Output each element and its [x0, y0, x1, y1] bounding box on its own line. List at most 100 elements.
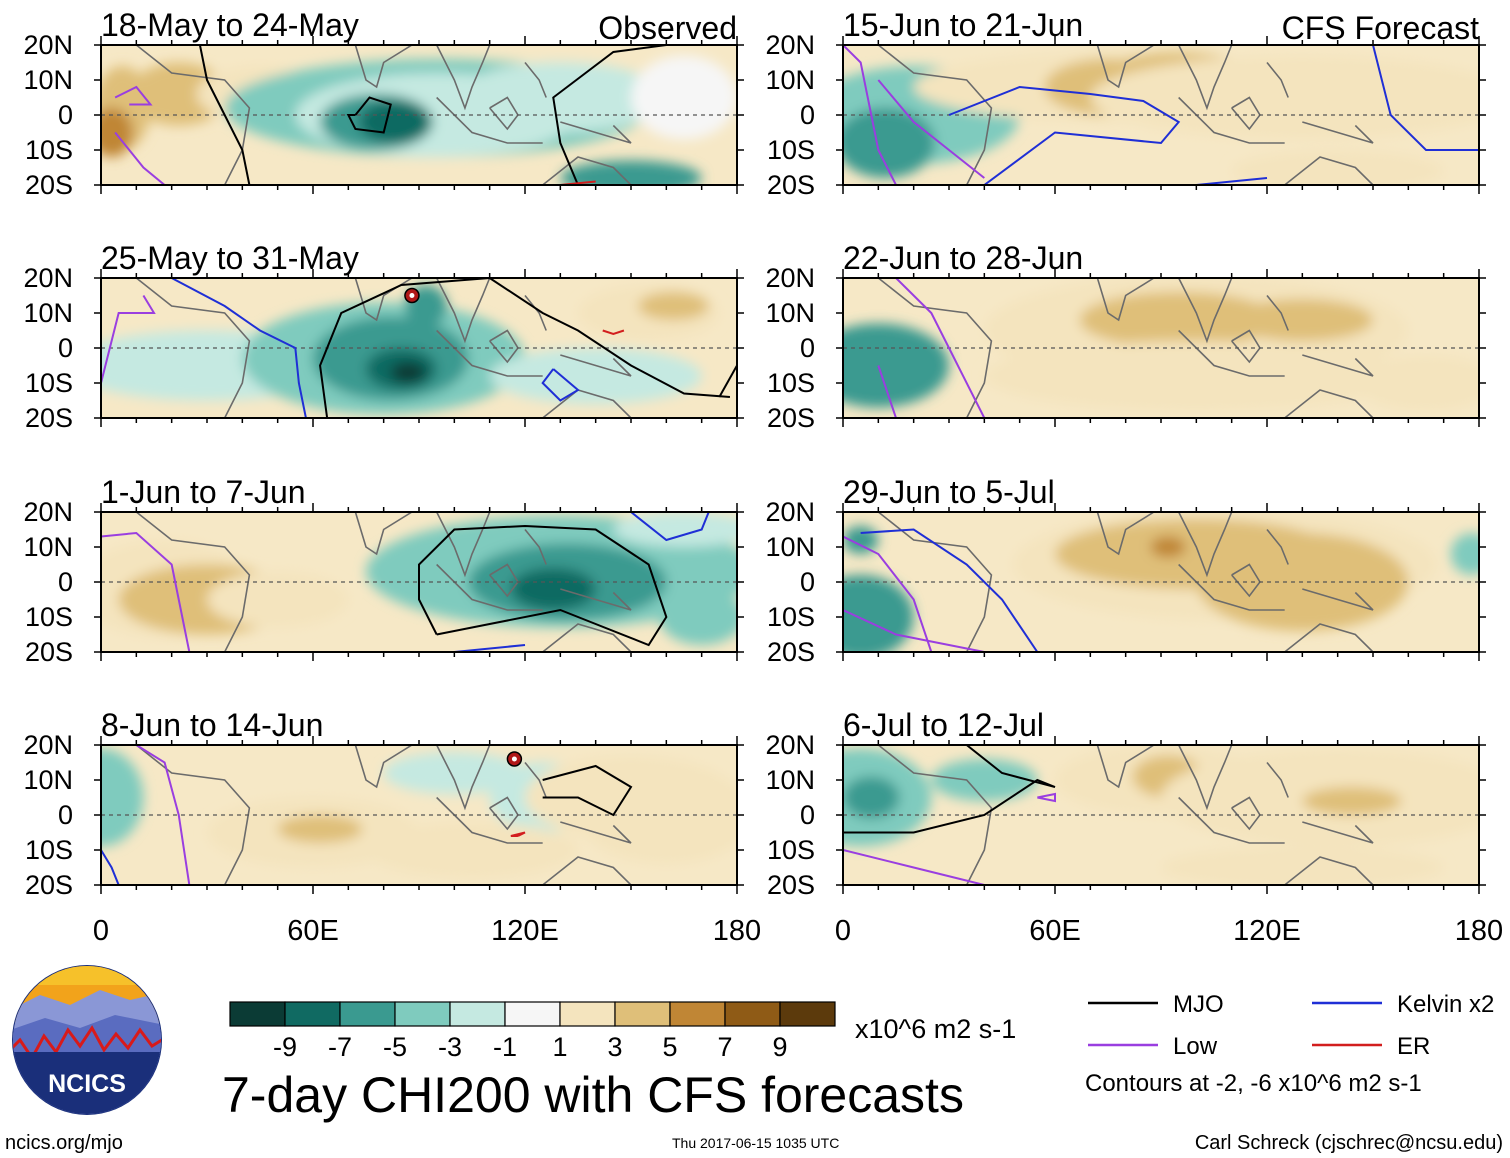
anomaly-area: [638, 292, 709, 320]
anomaly-area: [560, 160, 702, 185]
coastline: [1302, 821, 1374, 844]
contour-er: [602, 329, 625, 336]
y-tick-label: 20N: [765, 497, 815, 527]
coastline: [524, 761, 547, 798]
timestamp: Thu 2017-06-15 1035 UTC: [672, 1135, 839, 1151]
coastline: [1096, 45, 1155, 89]
coastline: [1284, 856, 1374, 885]
y-tick-label: 20N: [23, 730, 73, 760]
coastline: [354, 45, 413, 89]
legend-label: ER: [1397, 1033, 1430, 1060]
y-tick-label: 20N: [23, 263, 73, 293]
x-axis-labels-forecast: 0 60E 120E 180: [835, 915, 1503, 947]
coastline: [135, 278, 251, 418]
anomaly-area: [1355, 355, 1479, 411]
coastline: [542, 856, 632, 885]
contour-kelvin-x2: [948, 85, 1181, 185]
coastline: [1266, 528, 1289, 565]
contour-mjo: [552, 45, 667, 185]
anomaly-area: [101, 748, 144, 847]
map-panel: 20N 10N 0 10S 20S 8-Jun to 14-Jun: [23, 707, 744, 900]
x-tick-label: 0: [835, 915, 851, 947]
contour-kelvin-x2: [1196, 177, 1268, 185]
coastline: [1177, 45, 1233, 111]
anomaly-area: [843, 575, 914, 652]
legend-note: Contours at -2, -6 x10^6 m2 s-1: [1085, 1070, 1422, 1097]
x-tick-label: 180: [713, 915, 761, 947]
colorbar-label: 5: [662, 1032, 677, 1062]
anomaly-area: [843, 108, 935, 178]
colorbar-label: 9: [772, 1032, 787, 1062]
x-tick-label: 120E: [1233, 915, 1301, 947]
y-tick-label: 20S: [767, 637, 815, 667]
contour-low: [843, 609, 985, 652]
y-tick-label: 20S: [25, 170, 73, 200]
y-tick-label: 20S: [25, 403, 73, 433]
coastline: [1266, 294, 1289, 331]
anomaly-area: [489, 348, 702, 404]
y-tick-label: 10N: [23, 298, 73, 328]
coastline: [435, 45, 491, 111]
contour-low: [135, 745, 191, 885]
x-tick-label: 120E: [491, 915, 559, 947]
panel-period-title: 22-Jun to 28-Jun: [843, 240, 1083, 276]
anomaly-area: [1079, 292, 1278, 348]
colorbar: -9 -7 -5 -3 -1 1 3 5 7 9: [229, 1001, 836, 1062]
coastline: [877, 512, 993, 652]
legend-label: Kelvin x2: [1397, 991, 1494, 1018]
y-tick-label: 20N: [765, 263, 815, 293]
contour-low: [114, 131, 166, 185]
colorbar-swatch: [394, 1001, 451, 1027]
y-tick-label: 10S: [25, 835, 73, 865]
y-tick-label: 10S: [25, 602, 73, 632]
coastline: [435, 745, 491, 811]
coastline: [1266, 761, 1289, 798]
contour-mjo: [843, 745, 1056, 834]
ncics-logo: NCICS: [12, 965, 162, 1115]
logo-text: NCICS: [48, 1070, 126, 1098]
coastline: [877, 745, 993, 885]
coastline: [135, 512, 251, 652]
coastline: [524, 61, 547, 98]
contour-low: [101, 294, 156, 384]
y-tick-label: 0: [58, 333, 73, 363]
panel-period-title: 1-Jun to 7-Jun: [101, 474, 306, 510]
x-tick-label: 180: [1455, 915, 1503, 947]
coastline: [524, 528, 547, 565]
contour-mjo: [542, 764, 633, 817]
y-tick-label: 10S: [25, 135, 73, 165]
coastline: [354, 512, 413, 556]
coastline: [1284, 623, 1374, 652]
x-tick-label: 60E: [1029, 915, 1081, 947]
colorbar-label: -1: [493, 1032, 517, 1062]
contour-low: [877, 365, 897, 418]
contour-kelvin-x2: [860, 528, 1039, 652]
y-tick-label: 0: [58, 100, 73, 130]
contour-low: [877, 79, 985, 179]
anomaly-area: [659, 589, 737, 645]
y-tick-label: 10N: [23, 65, 73, 95]
coastline: [542, 156, 632, 185]
anomaly-area: [1231, 150, 1444, 185]
contour-kelvin-x2: [171, 278, 307, 418]
y-tick-label: 20S: [25, 870, 73, 900]
contour-mjo: [319, 278, 731, 418]
column-label: Observed: [598, 10, 737, 46]
coastline: [560, 354, 632, 377]
coastline: [1302, 354, 1374, 377]
coastline: [560, 121, 632, 144]
map-panel: 20N 10N 0 10S 20S 18-May to 24-May Observed: [23, 7, 744, 200]
colorbar-swatch: [614, 1001, 671, 1027]
y-tick-label: 10S: [25, 368, 73, 398]
anomaly-area: [931, 759, 1038, 801]
panel-period-title: 18-May to 24-May: [101, 7, 359, 43]
panel-period-title: 8-Jun to 14-Jun: [101, 707, 323, 743]
contour-mjo: [718, 365, 737, 398]
anomaly-area: [1302, 787, 1402, 815]
colorbar-swatch: [559, 1001, 616, 1027]
y-tick-label: 20S: [767, 403, 815, 433]
colorbar-swatch: [229, 1001, 286, 1027]
colorbar-units: x10^6 m2 s-1: [855, 1014, 1016, 1044]
coastline: [435, 512, 491, 578]
anomaly-area: [1231, 299, 1374, 341]
